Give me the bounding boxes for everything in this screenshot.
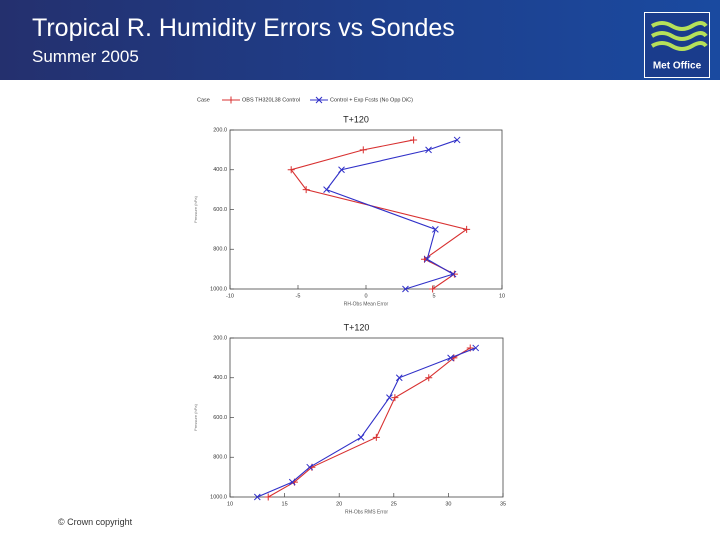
data-point (391, 394, 399, 402)
data-point (386, 394, 393, 401)
data-point (463, 225, 471, 233)
y-tick-label: 1000.0 (210, 494, 227, 500)
y-tick-label: 400.0 (213, 167, 227, 173)
data-point (395, 374, 403, 382)
y-tick-label: 800.0 (213, 455, 227, 461)
slide-title: Tropical R. Humidity Errors vs Sondes (32, 14, 455, 42)
x-axis-label: RH-Obs Mean Error (344, 301, 389, 307)
x-tick-label: 20 (336, 501, 342, 507)
x-tick-label: 15 (282, 501, 288, 507)
logo-text: Met Office (653, 61, 702, 72)
y-tick-label: 1000.0 (210, 286, 227, 292)
data-point (432, 226, 439, 233)
series-line (257, 347, 476, 498)
data-point (472, 344, 480, 352)
logo: Met Office (644, 12, 710, 78)
chart-title: T+120 (344, 322, 370, 332)
series-line (325, 139, 458, 290)
data-point (402, 285, 409, 293)
x-tick-label: 5 (432, 293, 435, 299)
logo-waves (650, 21, 708, 51)
data-point (453, 136, 461, 144)
data-point (338, 166, 345, 174)
x-tick-label: 10 (227, 501, 233, 507)
data-point (306, 463, 314, 471)
data-point (410, 136, 418, 144)
y-axis-label: Pressure (hPa) (193, 195, 198, 223)
legend-marker (315, 96, 323, 104)
legend-title: Case (197, 97, 210, 103)
data-point (429, 285, 437, 293)
x-tick-label: 35 (500, 501, 506, 507)
y-tick-label: 600.0 (213, 207, 227, 213)
data-point (372, 433, 380, 441)
x-tick-label: -5 (296, 293, 301, 299)
data-point (323, 186, 330, 193)
series-line (267, 347, 471, 498)
data-point (253, 493, 261, 501)
plot-frame (229, 337, 504, 498)
x-tick-label: -10 (226, 293, 234, 299)
x-tick-label: 10 (499, 293, 505, 299)
data-point (264, 493, 272, 501)
data-point (288, 478, 296, 486)
x-tick-label: 0 (364, 293, 367, 299)
data-point (425, 146, 432, 154)
header: Tropical R. Humidity Errors vs Sondes Su… (0, 0, 720, 80)
y-tick-label: 400.0 (213, 375, 227, 381)
x-tick-label: 30 (445, 501, 451, 507)
x-tick-label: 25 (391, 501, 397, 507)
data-point (449, 270, 457, 278)
y-tick-label: 200.0 (213, 335, 227, 341)
chart-title: T+120 (343, 114, 369, 124)
data-point (357, 434, 365, 441)
data-point (425, 374, 433, 382)
y-tick-label: 800.0 (213, 247, 227, 253)
data-point (359, 146, 367, 154)
y-tick-label: 200.0 (213, 127, 227, 133)
y-axis-label: Pressure (hPa) (193, 403, 198, 431)
slide-subtitle: Summer 2005 (32, 47, 139, 66)
legend-label: Control + Exp Fcsts (No Opp DiC) (330, 97, 413, 103)
legend-label: OBS TH320L38 Control (242, 97, 300, 103)
data-point (302, 186, 310, 194)
y-tick-label: 600.0 (213, 415, 227, 421)
x-axis-label: RH-Obs RMS Error (345, 509, 388, 515)
data-point (447, 354, 454, 362)
footer: © Crown copyright (58, 517, 133, 527)
plot-frame (229, 129, 503, 290)
data-point (287, 166, 295, 174)
legend-marker (227, 96, 235, 104)
data-point (423, 255, 431, 263)
